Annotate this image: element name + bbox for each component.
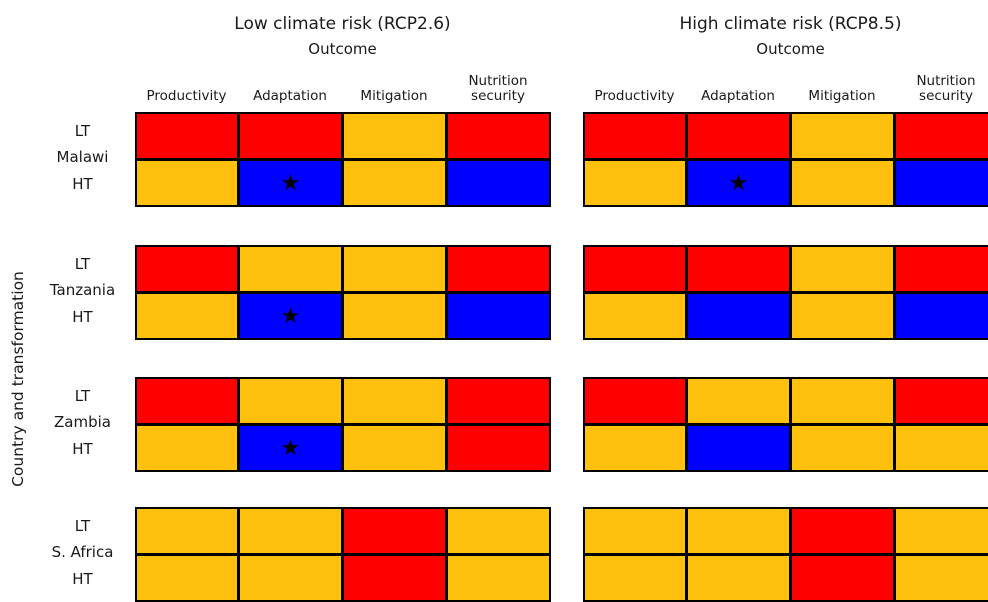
- heatmap-cell: [583, 507, 687, 555]
- heatmap-cell: [342, 112, 447, 160]
- heatmap-cell: [894, 292, 988, 340]
- country-label: Zambia: [54, 413, 111, 431]
- heatmap-cell: [446, 159, 551, 207]
- heatmap-cell: [583, 245, 687, 293]
- heatmap-cell: [583, 159, 687, 207]
- panel-subtitle: Outcome: [308, 40, 377, 58]
- heatmap-cell: [790, 245, 895, 293]
- heatmap-cell: [446, 507, 551, 555]
- heatmap-cell: [446, 112, 551, 160]
- heatmap-cell: [686, 292, 791, 340]
- heatmap-cell: [446, 245, 551, 293]
- heatmap-cell: [135, 424, 239, 472]
- heatmap-cell: [894, 245, 988, 293]
- heatmap-cell: ★: [238, 424, 343, 472]
- heatmap-cell: [446, 377, 551, 425]
- column-header-productivity: Productivity: [594, 88, 675, 105]
- heatmap-cell: [686, 507, 791, 555]
- country-label: S. Africa: [51, 543, 114, 561]
- country-label: Tanzania: [49, 281, 116, 299]
- heatmap-cell: [790, 424, 895, 472]
- heatmap-cell: [446, 424, 551, 472]
- row-label-ht: HT: [72, 440, 93, 458]
- heatmap-cell: [342, 245, 447, 293]
- row-label-lt: LT: [74, 122, 91, 140]
- heatmap-cell: [790, 112, 895, 160]
- heatmap-cell: [686, 377, 791, 425]
- column-header-adaptation: Adaptation: [701, 88, 775, 105]
- column-header-nutrition-security: Nutrition security: [468, 73, 528, 105]
- heatmap-cell: [342, 554, 447, 602]
- heatmap-cell: [583, 292, 687, 340]
- heatmap-cell: [446, 554, 551, 602]
- heatmap-cell: [238, 245, 343, 293]
- panel-title: High climate risk (RCP8.5): [679, 14, 902, 34]
- heatmap-cell: [135, 245, 239, 293]
- heatmap-cell: [790, 554, 895, 602]
- heatmap-cell: [583, 377, 687, 425]
- heatmap-cell: [790, 159, 895, 207]
- column-header-nutrition-security: Nutrition security: [916, 73, 976, 105]
- heatmap-cell: [342, 292, 447, 340]
- column-header-mitigation: Mitigation: [360, 88, 428, 105]
- heatmap-cell: ★: [238, 159, 343, 207]
- heatmap-cell: [790, 292, 895, 340]
- heatmap-cell: [583, 424, 687, 472]
- panel-title: Low climate risk (RCP2.6): [234, 14, 451, 34]
- heatmap-cell: [135, 112, 239, 160]
- heatmap-cell: [686, 424, 791, 472]
- heatmap-cell: [446, 292, 551, 340]
- heatmap-cell: [135, 159, 239, 207]
- significance-star-icon: ★: [280, 170, 301, 196]
- heatmap-cell: [238, 377, 343, 425]
- row-label-lt: LT: [74, 517, 91, 535]
- heatmap-cell: [342, 507, 447, 555]
- row-label-ht: HT: [72, 308, 93, 326]
- heatmap-cell: [583, 554, 687, 602]
- heatmap-cell: [894, 507, 988, 555]
- heatmap-cell: ★: [238, 292, 343, 340]
- heatmap-cell: [894, 112, 988, 160]
- column-header-productivity: Productivity: [146, 88, 227, 105]
- heatmap-cell: [894, 554, 988, 602]
- heatmap-cell: [686, 112, 791, 160]
- heatmap-cell: [238, 554, 343, 602]
- column-header-adaptation: Adaptation: [253, 88, 327, 105]
- heatmap-cell: [135, 554, 239, 602]
- row-label-ht: HT: [72, 570, 93, 588]
- heatmap-cell: [238, 112, 343, 160]
- heatmap-cell: [894, 424, 988, 472]
- country-label: Malawi: [56, 148, 109, 166]
- heatmap-cell: [790, 377, 895, 425]
- heatmap-cell: [894, 377, 988, 425]
- heatmap-cell: [238, 507, 343, 555]
- significance-star-icon: ★: [280, 303, 301, 329]
- heatmap-cell: [135, 507, 239, 555]
- heatmap-cell: [135, 292, 239, 340]
- heatmap-cell: [894, 159, 988, 207]
- heatmap-cell: [686, 245, 791, 293]
- row-label-lt: LT: [74, 255, 91, 273]
- heatmap-cell: [342, 159, 447, 207]
- heatmap-cell: [135, 377, 239, 425]
- row-label-lt: LT: [74, 387, 91, 405]
- heatmap-cell: ★: [686, 159, 791, 207]
- y-axis-label: Country and transformation: [9, 271, 27, 487]
- heatmap-cell: [790, 507, 895, 555]
- column-header-mitigation: Mitigation: [808, 88, 876, 105]
- row-label-ht: HT: [72, 175, 93, 193]
- significance-star-icon: ★: [728, 170, 749, 196]
- heatmap-cell: [583, 112, 687, 160]
- heatmap-cell: [686, 554, 791, 602]
- panel-subtitle: Outcome: [756, 40, 825, 58]
- significance-star-icon: ★: [280, 435, 301, 461]
- heatmap-cell: [342, 424, 447, 472]
- heatmap-cell: [342, 377, 447, 425]
